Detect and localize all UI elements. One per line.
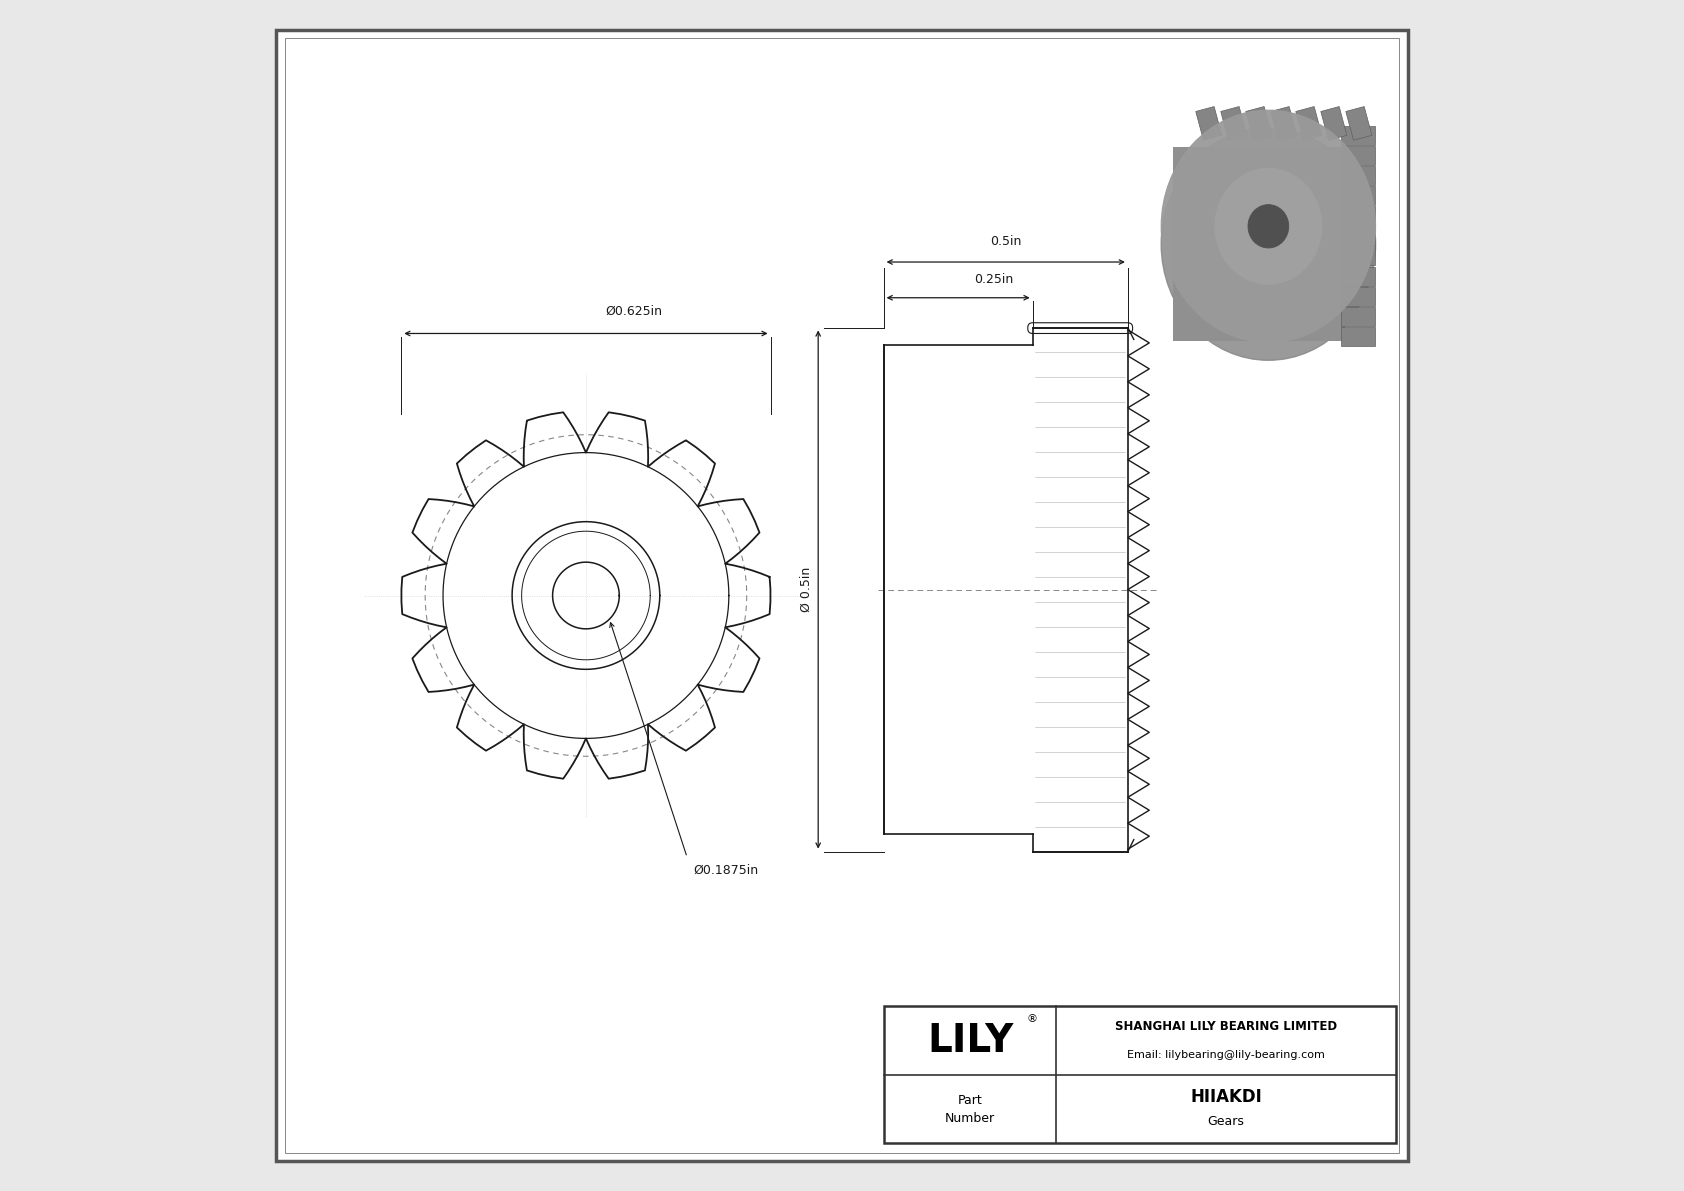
Bar	[1342, 166, 1374, 185]
Bar	[1246, 106, 1271, 141]
Ellipse shape	[1162, 111, 1376, 343]
Ellipse shape	[1248, 205, 1288, 248]
Bar	[1342, 307, 1374, 326]
Text: HIIAKDI: HIIAKDI	[1191, 1089, 1261, 1106]
Text: SHANGHAI LILY BEARING LIMITED: SHANGHAI LILY BEARING LIMITED	[1115, 1019, 1337, 1033]
Text: Ø 0.5in: Ø 0.5in	[800, 567, 813, 612]
Bar	[1342, 226, 1374, 245]
Bar	[1196, 106, 1223, 141]
Text: LILY: LILY	[926, 1022, 1014, 1060]
Bar	[1342, 126, 1374, 145]
Ellipse shape	[1162, 129, 1376, 360]
Text: Ø0.1875in: Ø0.1875in	[694, 863, 758, 877]
Text: 0.5in: 0.5in	[990, 235, 1022, 248]
Bar	[1342, 287, 1374, 306]
Bar	[1342, 247, 1374, 266]
Bar	[1271, 106, 1297, 141]
Text: 0.25in: 0.25in	[975, 273, 1014, 286]
Bar	[1320, 106, 1347, 141]
Bar	[1221, 106, 1246, 141]
Polygon shape	[1174, 148, 1344, 341]
Text: Email: lilybearing@lily-bearing.com: Email: lilybearing@lily-bearing.com	[1127, 1050, 1325, 1060]
Bar	[1342, 267, 1374, 286]
Text: Part
Number: Part Number	[945, 1093, 995, 1124]
Ellipse shape	[1214, 168, 1322, 285]
Bar	[1342, 145, 1374, 164]
Bar	[1295, 106, 1322, 141]
Bar	[884, 1006, 1396, 1143]
Text: Ø0.625in: Ø0.625in	[605, 305, 662, 318]
Bar	[1342, 206, 1374, 225]
Bar	[1342, 186, 1374, 205]
Text: ®: ®	[1027, 1015, 1037, 1024]
Text: Gears: Gears	[1207, 1115, 1244, 1128]
Bar	[1342, 326, 1374, 345]
Bar	[1346, 106, 1372, 141]
